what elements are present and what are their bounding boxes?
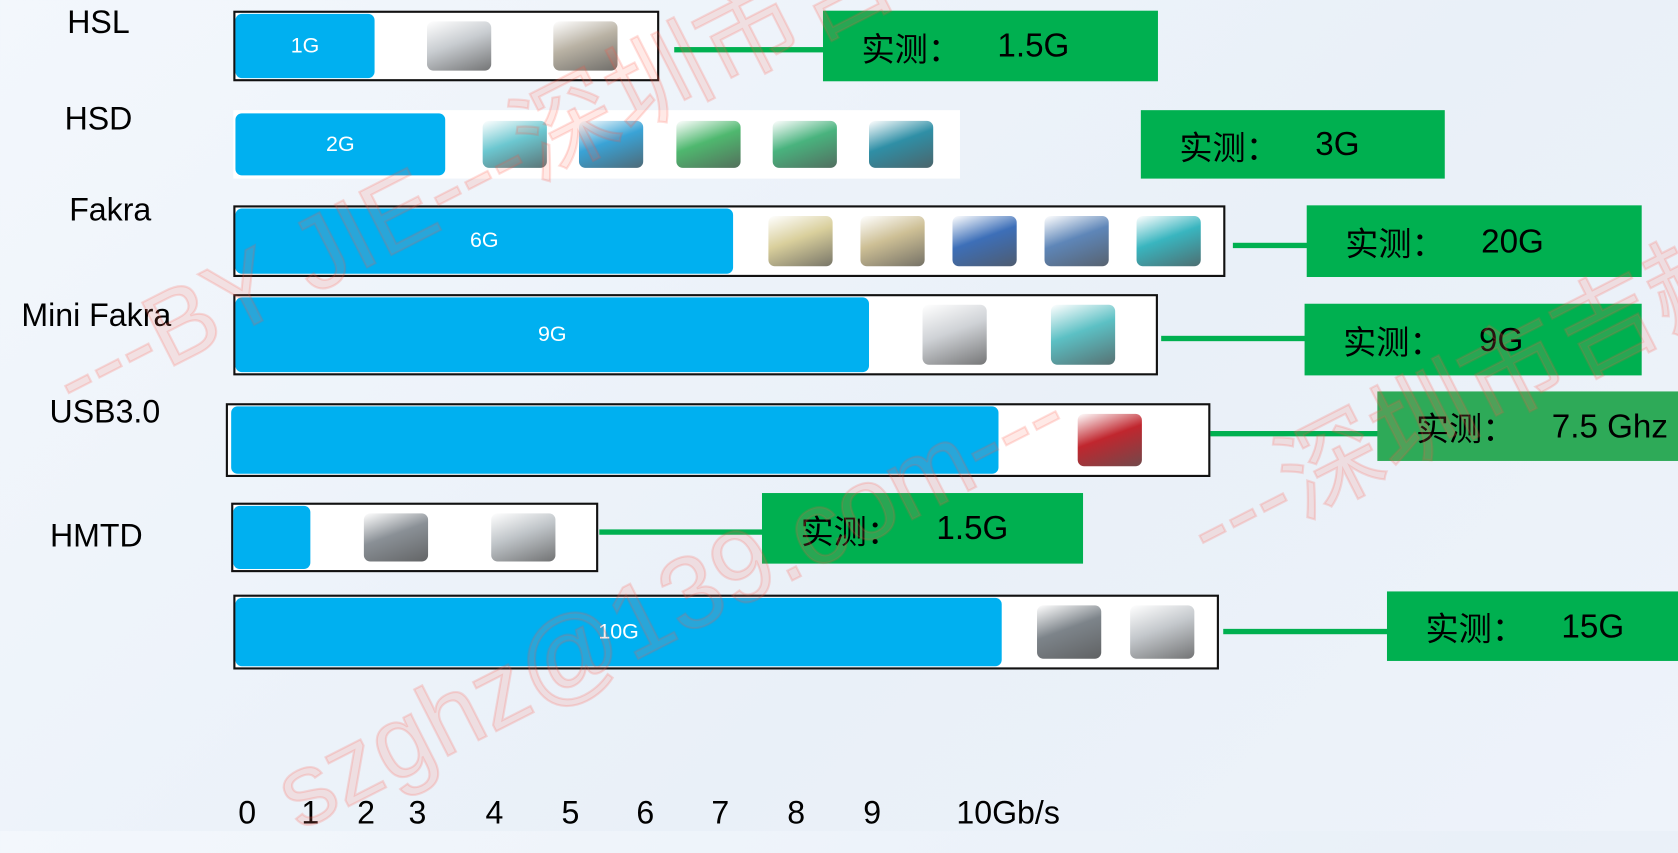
measured-value: 3G [1315,125,1360,163]
connector-icon [482,120,547,168]
connector-icon [952,216,1017,267]
connector-icon [675,120,741,168]
connector-line [1223,628,1389,635]
axis-label: 7 [711,795,730,832]
axis-label: 4 [485,795,504,832]
measured-value: 20G [1481,221,1544,260]
measured-box: 实测： 7.5 Ghz [1377,391,1678,461]
measured-label: 实测： [1415,410,1516,449]
connector-icon [491,513,556,562]
axis-label: 1 [301,795,320,832]
bandwidth-bar: 6G [235,208,734,274]
watermark: ---深圳市吉赫兹科技--- [1167,17,1678,587]
axis-label: 10Gb/s [956,795,1060,832]
measured-label: 实测： [1345,225,1445,264]
measured-box: 实测： 20G [1306,205,1642,278]
measured-box: 实测： 9G [1304,303,1642,376]
connector-icon [553,21,618,71]
measured-label: 实测： [800,512,901,551]
measured-box: 实测： 1.5G [822,10,1158,82]
connector-icon [772,120,837,168]
slide: HSL 1G 实测： 1.5G HSD 2G 实测： 3G Fakra 6G 实测： 20G Mini … [21,0,1678,853]
measured-value: 7.5 Ghz [1551,406,1668,445]
connector-icon [427,21,492,71]
connector-icon [1037,605,1102,659]
axis-label: 2 [357,795,375,832]
measured-label: 实测： [1343,324,1443,362]
bandwidth-bar: 10G [235,597,1002,667]
bandwidth-bar: 2G [235,113,446,176]
connector-icon [1050,304,1116,365]
axis-label: 9 [863,795,882,832]
measured-box: 实测： 3G [1140,110,1445,179]
row-label: HMTD [49,518,143,555]
row-label: USB3.0 [49,394,161,430]
bandwidth-bar [231,406,999,474]
row-label: HSL [67,5,130,41]
axis-label: 3 [408,795,427,832]
row-label: Fakra [69,192,152,228]
measured-value: 1.5G [936,509,1009,547]
axis-label: 6 [636,795,655,832]
connector-line [1161,335,1306,342]
measured-value: 9G [1479,320,1524,358]
connector-icon [1129,605,1195,659]
measured-box: 实测： 15G [1386,591,1678,661]
bandwidth-bar [233,505,311,569]
row-label: HSD [64,101,133,137]
connector-icon [363,513,428,562]
axis-label: 8 [787,795,806,832]
measured-value: 15G [1561,606,1625,645]
measured-value: 1.5G [997,26,1070,65]
connector-icon [1044,216,1109,267]
connector-line [1210,431,1381,437]
measured-box: 实测： 1.5G [761,493,1084,564]
connector-line [1232,242,1308,249]
connector-icon [1077,413,1142,467]
axis-label: 5 [561,795,580,832]
measured-label: 实测： [1179,128,1279,167]
connector-icon [1136,216,1201,267]
measured-label: 实测： [1425,610,1526,649]
connector-line [674,47,825,53]
connector-icon [868,120,934,168]
connector-icon [768,216,833,267]
bandwidth-bar: 1G [235,13,375,79]
connector-line [599,529,764,535]
connector-icon [860,216,925,267]
connector-icon [922,304,987,365]
row-label: Mini Fakra [21,298,172,334]
connector-icon [579,120,644,168]
measured-label: 实测： [861,30,962,68]
bandwidth-bar: 9G [235,297,870,373]
axis-label: 0 [238,795,257,832]
